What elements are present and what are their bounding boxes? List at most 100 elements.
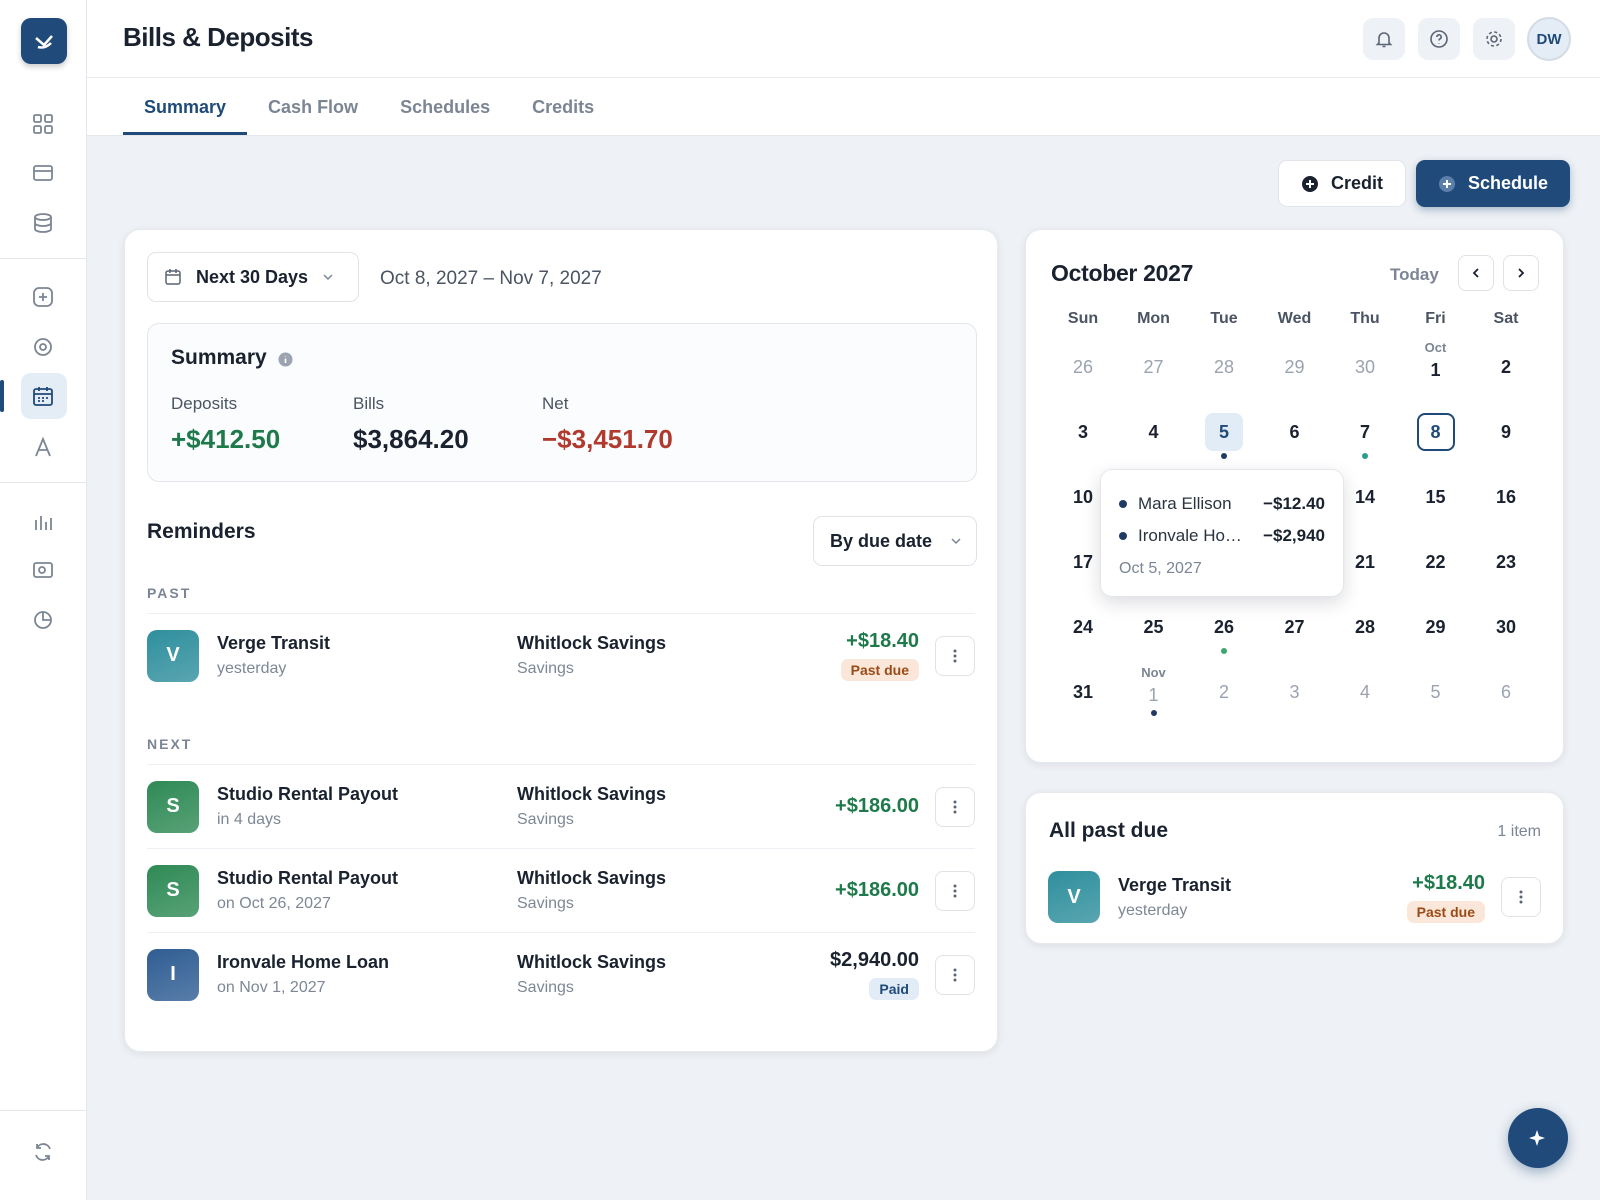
calendar-day[interactable]: 2	[1471, 338, 1541, 403]
calendar-day[interactable]: 4	[1119, 403, 1189, 468]
day-number: 6	[1289, 422, 1300, 442]
calendar-day[interactable]: 4	[1330, 663, 1400, 728]
calendar-day[interactable]: 22	[1401, 533, 1471, 598]
calendar-day[interactable]: 3	[1260, 663, 1330, 728]
day-number: 2	[1500, 357, 1511, 377]
info-icon[interactable]	[278, 352, 293, 367]
calendar-day[interactable]: 5	[1189, 403, 1259, 468]
day-number: 27	[1143, 357, 1164, 377]
day-number: 4	[1359, 682, 1370, 702]
nav-calendar[interactable]	[31, 384, 55, 408]
tab[interactable]: Cash Flow	[268, 97, 359, 117]
calendar-day[interactable]: 25	[1119, 598, 1189, 663]
reminder-name: Verge Transit	[217, 633, 331, 653]
next-month[interactable]	[1503, 255, 1539, 291]
calendar-day[interactable]: 17	[1048, 533, 1118, 598]
calendar-day[interactable]: 3	[1048, 403, 1118, 468]
calendar-day[interactable]: 5	[1401, 663, 1471, 728]
calendar-day[interactable]: Nov 1	[1119, 663, 1189, 728]
account-name: Whitlock Savings	[517, 633, 667, 653]
tab-bar: Summary Cash Flow Schedules Credits	[87, 78, 1600, 136]
calendar-day[interactable]: 28	[1330, 598, 1400, 663]
day-number: 29	[1284, 357, 1305, 377]
calendar-day[interactable]: 10	[1048, 468, 1118, 533]
calendar-day[interactable]: 8	[1401, 403, 1471, 468]
settings[interactable]	[1473, 18, 1515, 60]
more-button[interactable]	[935, 786, 975, 827]
calendar-day[interactable]: 6	[1471, 663, 1541, 728]
assistant-fab[interactable]	[1508, 1108, 1568, 1168]
nav-history[interactable]	[31, 608, 55, 632]
calendar-day[interactable]: 15	[1401, 468, 1471, 533]
help[interactable]	[1418, 18, 1460, 60]
calendar-day[interactable]: Oct 1	[1401, 338, 1471, 403]
sidebar	[0, 0, 87, 1200]
day-number: 28	[1213, 357, 1235, 377]
reminder-info: Studio Rental Payout on Oct 26, 2027	[217, 868, 517, 913]
nav-reports[interactable]	[31, 510, 55, 534]
tab[interactable]: Schedules	[400, 97, 491, 117]
calendar-day[interactable]: 23	[1471, 533, 1541, 598]
calendar-day[interactable]: 27	[1119, 338, 1189, 403]
calendar-day[interactable]: 14	[1330, 468, 1400, 533]
month-label: Oct	[1424, 340, 1447, 355]
reminder-row: S Studio Rental Payout in 4 days Whitlock S…	[147, 764, 975, 848]
calendar-day[interactable]: 30	[1471, 598, 1541, 663]
nav-cards[interactable]	[31, 161, 55, 185]
nav-sync[interactable]	[31, 1140, 55, 1164]
range-select[interactable]: Next 30 Days	[147, 252, 359, 302]
credit-button[interactable]: Credit	[1278, 160, 1407, 207]
calendar-day[interactable]: 9	[1471, 403, 1541, 468]
calendar-day[interactable]: 6	[1260, 403, 1330, 468]
nav-dashboard[interactable]	[31, 112, 55, 136]
account-type: Savings	[517, 660, 574, 677]
calendar-day[interactable]: 29	[1401, 598, 1471, 663]
calendar-day[interactable]: 24	[1048, 598, 1118, 663]
nav-add[interactable]	[31, 285, 55, 309]
calendar-day[interactable]: 26	[1048, 338, 1118, 403]
nav-data[interactable]	[31, 211, 55, 235]
header: Bills & Deposits DW	[87, 0, 1600, 78]
day-number: 3	[1077, 422, 1088, 442]
today-button[interactable]: Today	[1390, 265, 1439, 284]
day-number: 26	[1213, 617, 1235, 637]
amount-col: +$18.40 Past due	[1406, 872, 1485, 923]
avatar[interactable]: DW	[1527, 17, 1571, 61]
month-label: Nov	[1141, 665, 1166, 680]
calendar-day[interactable]: 27	[1260, 598, 1330, 663]
calendar-day[interactable]: 21	[1330, 533, 1400, 598]
more-button[interactable]	[935, 870, 975, 911]
calendar-day[interactable]: 28	[1189, 338, 1259, 403]
tab[interactable]: Credits	[532, 97, 595, 117]
sort-select[interactable]: By due date	[813, 516, 977, 566]
calendar-card: October 2027 Today Sun Mon Tue Wed Thu Fri Sat…	[1025, 229, 1564, 763]
calendar-day[interactable]: 16	[1471, 468, 1541, 533]
sort-label: By due date	[830, 530, 933, 551]
nav-goals[interactable]	[31, 335, 55, 359]
calendar-day[interactable]: 7	[1330, 403, 1400, 468]
calendar-day[interactable]: 30	[1330, 338, 1400, 403]
nav-text[interactable]	[31, 435, 55, 459]
tab[interactable]: Summary	[123, 78, 248, 135]
calendar-day[interactable]: 29	[1260, 338, 1330, 403]
prev-month[interactable]	[1458, 255, 1494, 291]
calendar-day[interactable]: 2	[1189, 663, 1259, 728]
weekday: Fri	[1425, 310, 1446, 327]
more-button[interactable]	[935, 635, 975, 676]
calendar-title: October 2027	[1051, 260, 1194, 286]
calendar-day[interactable]: 26	[1189, 598, 1259, 663]
day-number: 26	[1072, 357, 1094, 377]
schedule-button[interactable]: Schedule	[1416, 160, 1571, 207]
more-button[interactable]	[1501, 877, 1541, 917]
notifications[interactable]	[1363, 18, 1405, 60]
more-button[interactable]	[935, 954, 975, 995]
range-dates: Oct 8, 2027 – Nov 7, 2027	[380, 268, 602, 289]
calendar-day[interactable]: 31	[1048, 663, 1118, 728]
nav-search[interactable]	[31, 558, 55, 582]
logo[interactable]	[21, 18, 67, 64]
tooltip-dot	[1119, 532, 1127, 540]
account-info: Whitlock Savings Savings	[517, 784, 835, 829]
tooltip-date: Oct 5, 2027	[1119, 560, 1202, 577]
reminder-name: Studio Rental Payout	[217, 784, 399, 804]
